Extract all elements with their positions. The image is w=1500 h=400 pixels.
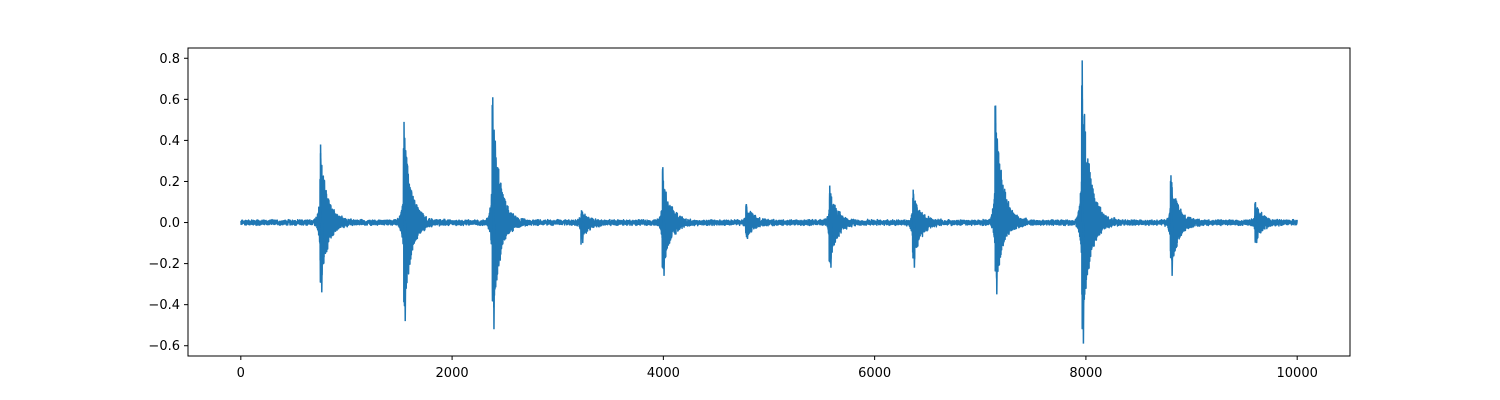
x-axis: 0 2000 4000 6000 8000 10000 <box>237 356 1318 381</box>
burst-peak-10 <box>1170 175 1174 276</box>
waveform-line <box>240 85 1298 330</box>
y-tick-label: 0.8 <box>159 52 180 67</box>
x-tick-label: 2000 <box>436 366 469 381</box>
burst-peak-6 <box>828 185 833 268</box>
burst-peak-9 <box>1081 60 1085 344</box>
burst-peak-1 <box>403 121 407 322</box>
x-tick-label: 6000 <box>858 366 891 381</box>
burst-peak-3 <box>580 210 585 244</box>
x-tick-label: 0 <box>237 366 245 381</box>
y-tick-label: −0.2 <box>148 257 180 272</box>
plot-frame <box>187 47 1351 357</box>
y-tick-label: −0.4 <box>148 298 180 313</box>
y-tick-label: −0.6 <box>148 339 180 354</box>
burst-peak-11 <box>1254 201 1259 244</box>
burst-peak-7 <box>912 189 916 268</box>
burst-peak-2 <box>492 97 496 330</box>
x-tick-label: 8000 <box>1069 366 1102 381</box>
burst-peak-0 <box>319 144 324 293</box>
y-tick-label: 0.6 <box>159 93 180 108</box>
burst-peak-8 <box>994 105 999 295</box>
y-tick-label: 0.4 <box>159 134 180 149</box>
x-tick-label: 10000 <box>1277 366 1318 381</box>
burst-peak-4 <box>662 167 666 276</box>
y-tick-label: 0.0 <box>159 216 180 231</box>
y-axis: −0.6 −0.4 −0.2 0.0 0.2 0.4 0.6 0.8 <box>148 52 188 354</box>
x-tick-label: 4000 <box>647 366 680 381</box>
series-layer <box>240 60 1298 344</box>
y-tick-label: 0.2 <box>159 175 180 190</box>
burst-peak-5 <box>745 204 750 239</box>
